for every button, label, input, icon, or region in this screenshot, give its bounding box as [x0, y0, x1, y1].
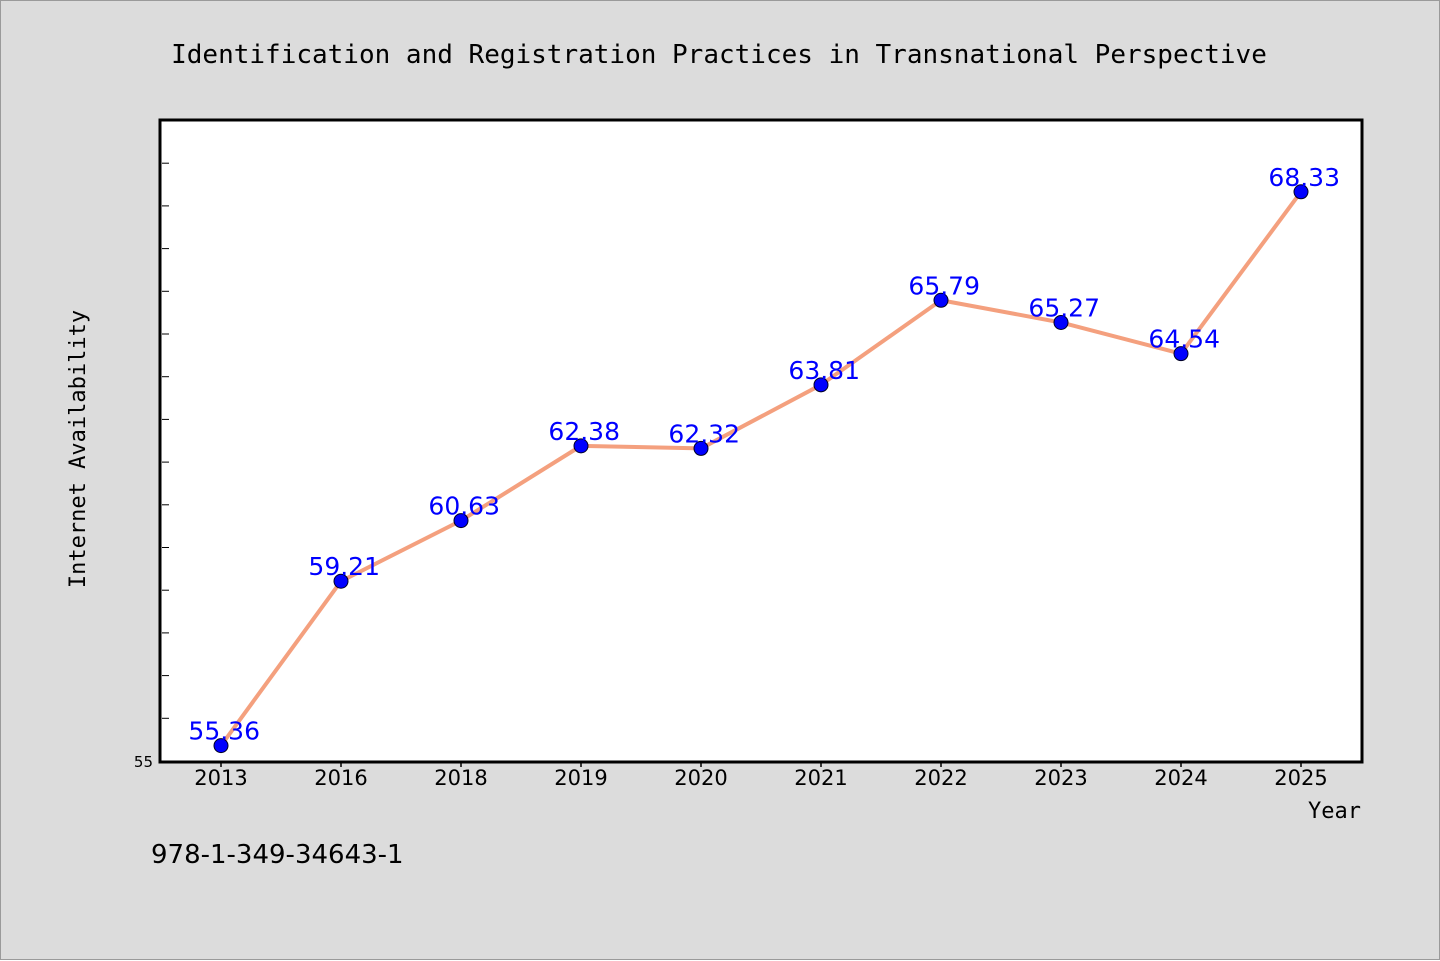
- y-min-tick-label: 55: [134, 753, 153, 771]
- x-tick-label: 2019: [554, 766, 607, 790]
- data-point: [813, 377, 829, 393]
- data-label: 65.27: [1028, 293, 1100, 322]
- data-point: [1053, 314, 1069, 330]
- data-point: [573, 438, 589, 454]
- data-point: [693, 440, 709, 456]
- data-point: [453, 513, 469, 529]
- series-line: [219, 190, 1303, 747]
- data-point: [1173, 346, 1189, 362]
- x-tick-label: 2022: [914, 766, 967, 790]
- data-label: 63.81: [788, 356, 860, 385]
- data-label: 68.33: [1268, 163, 1340, 192]
- data-point: [213, 738, 229, 754]
- x-tick-label: 2018: [434, 766, 487, 790]
- data-label: 65.79: [908, 271, 980, 300]
- data-label: 60.63: [428, 492, 500, 521]
- data-label: 62.38: [548, 417, 620, 446]
- x-axis-title: Year: [1308, 799, 1361, 824]
- y-axis-ticks: [162, 162, 169, 719]
- data-label: 55.36: [188, 717, 260, 746]
- x-axis-ticks: [220, 761, 1302, 767]
- x-tick-label: 2024: [1154, 766, 1207, 790]
- x-tick-label: 2021: [794, 766, 847, 790]
- data-point: [333, 573, 349, 589]
- x-tick-labels: 2013 2016 2018 2019 2020 2021 2022 2023 2024 2025: [194, 766, 1327, 790]
- x-tick-label: 2013: [194, 766, 247, 790]
- data-label: 62.32: [668, 419, 740, 448]
- data-point: [1293, 184, 1309, 200]
- data-markers: [213, 184, 1309, 754]
- plot-area: [158, 118, 1364, 764]
- isbn-text: 978-1-349-34643-1: [151, 840, 404, 870]
- data-label: 59.21: [308, 552, 380, 581]
- x-tick-label: 2016: [314, 766, 367, 790]
- data-labels: 55.36 59.21 60.63 62.38 62.32 63.81 65.79 65.27…: [188, 163, 1340, 746]
- x-tick-label: 2023: [1034, 766, 1087, 790]
- data-point: [933, 292, 949, 308]
- data-label: 64.54: [1148, 325, 1220, 354]
- x-tick-label: 2025: [1274, 766, 1327, 790]
- chart-title: Identification and Registration Practice…: [171, 40, 1267, 70]
- x-tick-label: 2020: [674, 766, 727, 790]
- y-axis-title: Internet Availability: [66, 310, 91, 588]
